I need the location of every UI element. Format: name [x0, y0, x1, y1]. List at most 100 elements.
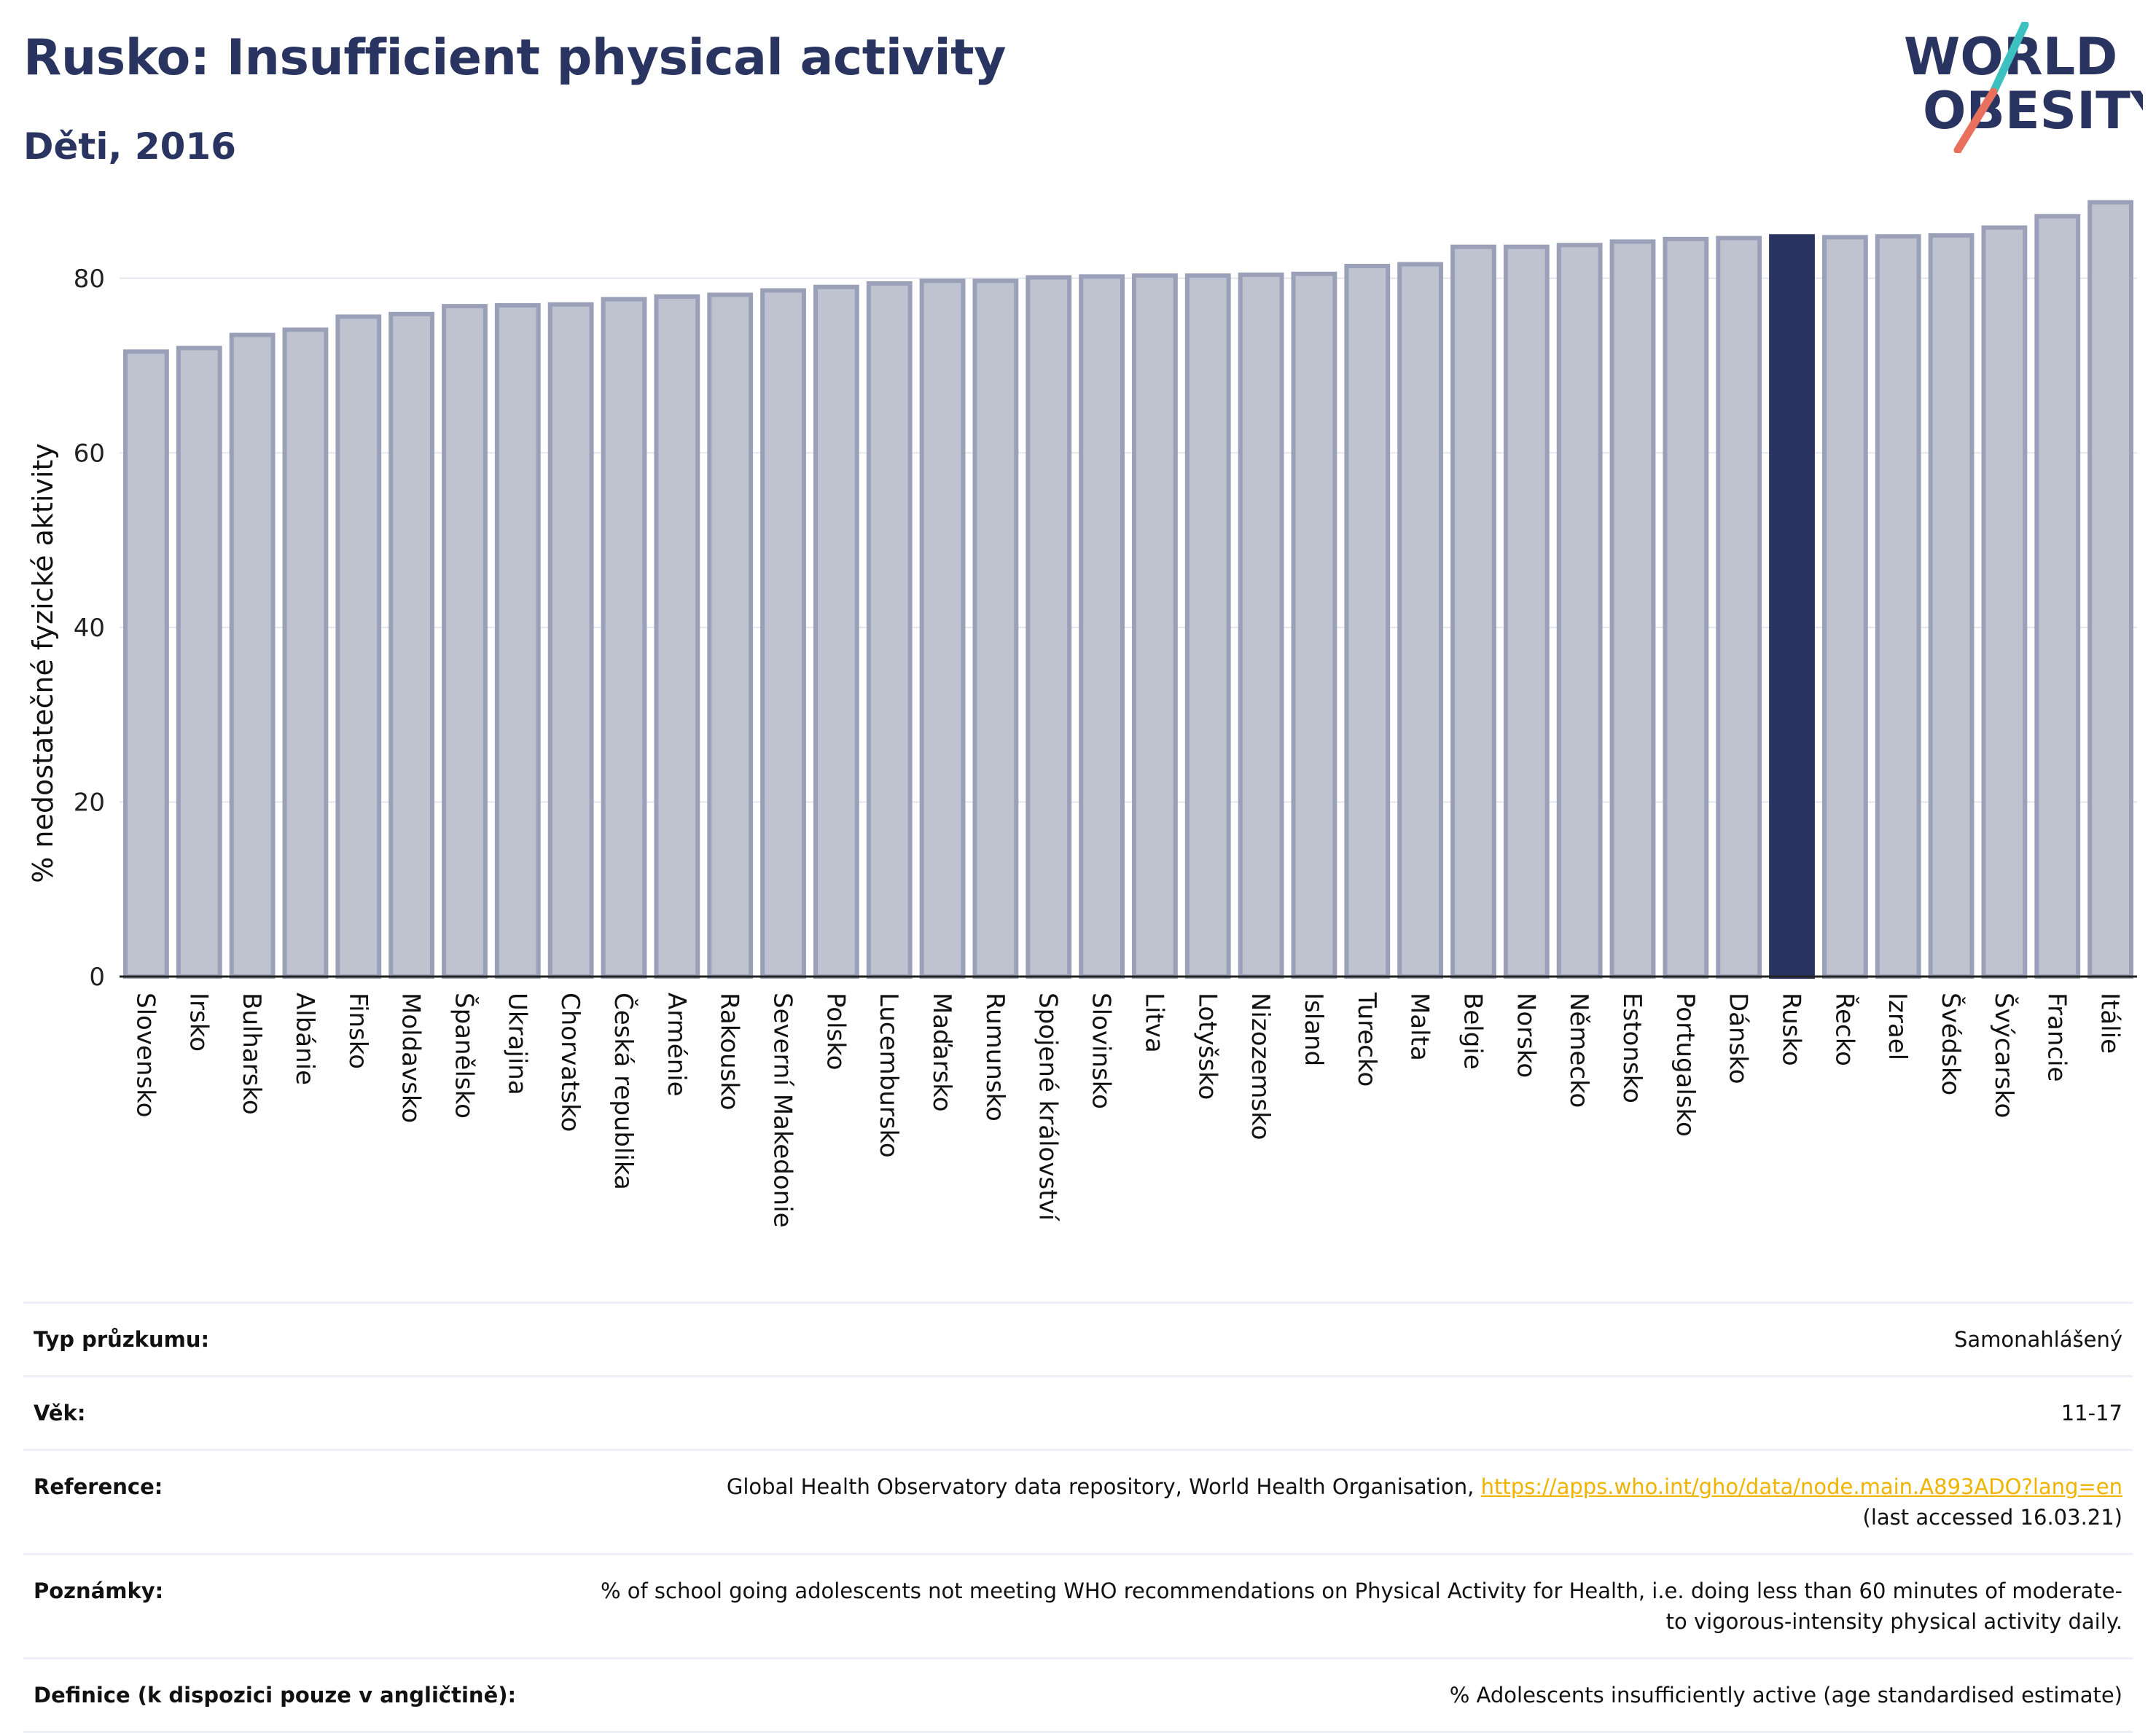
bar-chart: 0 20 40 60 80 Slovensko Irsko Bulharsko Albánie F…	[27, 200, 2137, 1228]
bar-rusko	[1769, 234, 1815, 979]
bar-švýcarsko	[1981, 225, 2028, 979]
info-row-age: Věk: 11-17	[23, 1376, 2133, 1450]
survey-type-label: Typ průzkumu:	[34, 1327, 210, 1352]
bar-nizozemsko	[1238, 272, 1284, 979]
bar-rakousko	[707, 292, 754, 979]
x-tick-label: Řecko	[1829, 993, 1859, 1066]
bar-island	[1291, 271, 1337, 979]
bar-litva	[1132, 273, 1178, 979]
x-tick-label: Maďarsko	[927, 993, 956, 1112]
bar-lucembursko	[866, 281, 913, 979]
info-row-survey-type: Typ průzkumu: Samonahlášený	[23, 1302, 2133, 1377]
bar-moldavsko	[388, 311, 435, 979]
bar-lotyšsko	[1184, 273, 1231, 979]
x-tick-label: Bulharsko	[237, 993, 266, 1115]
bar-slovinsko	[1079, 274, 1125, 979]
x-tick-label: Irsko	[184, 993, 213, 1052]
bar-malta	[1397, 262, 1444, 979]
x-tick-label: Rusko	[1777, 993, 1806, 1066]
x-tick-label: Izrael	[1883, 993, 1912, 1060]
y-tick-label: 20	[74, 788, 105, 817]
bar-severní-makedonie	[760, 288, 806, 979]
bar-řecko	[1821, 235, 1868, 979]
reference-value: Global Health Observatory data repositor…	[569, 1450, 2133, 1554]
x-tick-label: Portugalsko	[1671, 993, 1700, 1137]
age-label: Věk:	[34, 1401, 86, 1425]
x-tick-label: Ukrajina	[502, 993, 531, 1095]
bar-rumunsko	[972, 278, 1019, 979]
y-tick-label: 0	[89, 963, 105, 992]
bar-bulharsko	[229, 332, 276, 979]
bar-dánsko	[1716, 235, 1762, 979]
x-tick-label: Švédsko	[1936, 993, 1966, 1095]
bar-maďarsko	[919, 278, 966, 979]
info-row-notes: Poznámky: % of school going adolescents …	[23, 1554, 2133, 1659]
info-row-definition: Definice (k dispozici pouze v angličtině…	[23, 1658, 2133, 1732]
x-tick-label: Slovensko	[130, 993, 160, 1117]
x-tick-label: Česká republika	[609, 993, 638, 1190]
bar-norsko	[1503, 244, 1550, 979]
page-title: Rusko: Insufficient physical activity	[23, 29, 1006, 87]
bar-česká-republika	[601, 297, 647, 979]
info-row-reference: Reference: Global Health Observatory dat…	[23, 1450, 2133, 1554]
world-obesity-logo: WORLD OBESITY	[1904, 22, 2143, 153]
definition-label: Definice (k dispozici pouze v angličtině…	[34, 1683, 517, 1707]
bar-chorvatsko	[547, 302, 594, 979]
axes: 0 20 40 60 80 Slovensko Irsko Bulharsko Albánie F…	[74, 265, 2137, 1228]
x-tick-label: Moldavsko	[397, 993, 426, 1123]
x-tick-label: Finsko	[343, 993, 372, 1069]
reference-link[interactable]: https://apps.who.int/gho/data/node.main.…	[1480, 1474, 2122, 1499]
logo-line-2: OBESITY	[1923, 81, 2143, 141]
bar-portugalsko	[1663, 236, 1709, 979]
bar-slovensko	[123, 349, 169, 979]
x-tick-label: Slovinsko	[1087, 993, 1116, 1109]
bar-švédsko	[1928, 233, 1975, 979]
x-tick-label: Nizozemsko	[1246, 993, 1275, 1140]
bars	[123, 200, 2133, 979]
notes-label: Poznámky:	[34, 1579, 164, 1603]
bar-turecko	[1344, 264, 1391, 979]
definition-value: % Adolescents insufficiently active (age…	[1449, 1683, 2122, 1707]
age-value: 11-17	[2061, 1401, 2122, 1425]
reference-accessed: (last accessed 16.03.21)	[1862, 1505, 2122, 1530]
reference-text: Global Health Observatory data repositor…	[726, 1474, 1481, 1499]
page-subtitle: Děti, 2016	[23, 125, 237, 168]
x-tick-label: Chorvatsko	[555, 993, 585, 1132]
bar-arménie	[654, 294, 700, 979]
bar-ukrajina	[494, 302, 541, 979]
x-tick-label: Rakousko	[715, 993, 744, 1111]
x-tick-label: Estonsko	[1617, 993, 1647, 1103]
y-tick-label: 60	[74, 439, 105, 468]
x-tick-label: Francie	[2042, 993, 2071, 1082]
x-tick-label: Spojené království	[1034, 993, 1063, 1222]
notes-value: % of school going adolescents not meetin…	[600, 1579, 2122, 1634]
x-tick-label: Malta	[1405, 993, 1434, 1061]
x-tick-label: Arménie	[662, 993, 691, 1097]
x-tick-label: Lotyšsko	[1192, 993, 1222, 1100]
x-tick-label: Dánsko	[1724, 993, 1753, 1084]
x-tick-label: Španělsko	[449, 993, 479, 1119]
x-tick-label: Albánie	[290, 993, 319, 1085]
x-tick-label: Island	[1299, 993, 1328, 1066]
y-axis-title: % nedostatečné fyzické aktivity	[27, 443, 59, 883]
bar-španělsko	[442, 304, 488, 979]
x-tick-label: Lucembursko	[874, 993, 903, 1158]
bar-albánie	[282, 327, 329, 979]
bar-polsko	[813, 284, 859, 979]
x-tick-label: Litva	[1139, 993, 1168, 1053]
y-tick-label: 40	[74, 614, 105, 643]
reference-label: Reference:	[34, 1474, 163, 1499]
x-tick-label: Německo	[1564, 993, 1593, 1108]
y-tick-label: 80	[74, 265, 105, 294]
bar-belgie	[1450, 244, 1496, 979]
x-tick-label: Turecko	[1352, 992, 1381, 1087]
x-tick-label: Norsko	[1511, 993, 1540, 1078]
bar-finsko	[335, 314, 382, 979]
bar-francie	[2034, 214, 2081, 979]
x-tick-label: Polsko	[821, 993, 850, 1071]
logo-slash-red-icon	[1953, 87, 1998, 153]
info-table: Typ průzkumu: Samonahlášený Věk: 11-17 R…	[23, 1302, 2133, 1733]
bar-estonsko	[1609, 239, 1656, 979]
x-tick-label: Švýcarsko	[1989, 993, 2019, 1118]
x-tick-label: Belgie	[1458, 993, 1487, 1070]
